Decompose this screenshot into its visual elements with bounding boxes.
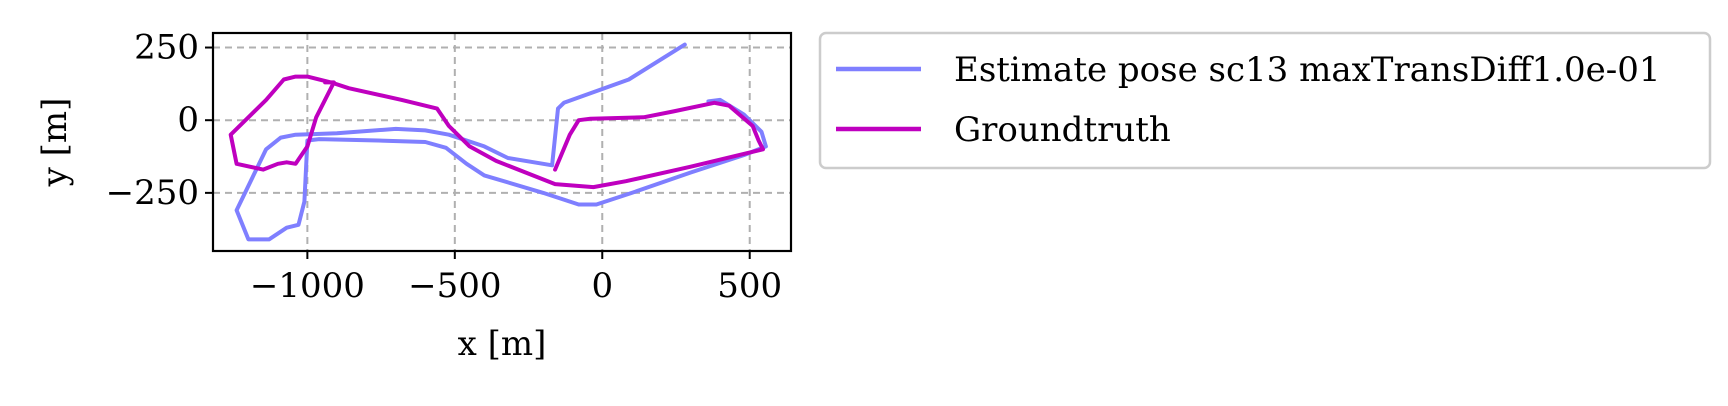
- legend-groundtruth-label: Groundtruth: [954, 110, 1171, 150]
- x-axis-label: x [m]: [458, 324, 547, 364]
- legend: Estimate pose sc13 maxTransDiff1.0e-01 Gr…: [818, 31, 1712, 170]
- estimate-pose-line: [234, 42, 768, 242]
- y-axis-label: y [m]: [35, 98, 75, 188]
- plot-frame: [211, 31, 793, 253]
- y-tick-label: 250: [134, 28, 199, 68]
- legend-estimate-label: Estimate pose sc13 maxTransDiff1.0e-01: [954, 50, 1661, 90]
- axis-ticks: −1000 −500 0 500 250 0 −250: [106, 28, 783, 306]
- x-tick-label: 0: [591, 266, 613, 306]
- groundtruth-line: [228, 74, 765, 190]
- y-tick-label: 0: [177, 100, 199, 140]
- x-tick-label: −1000: [250, 266, 365, 306]
- grid-lines: [213, 33, 791, 251]
- x-tick-label: 500: [717, 266, 782, 306]
- y-tick-label: −250: [106, 173, 199, 213]
- x-tick-label: −500: [408, 266, 501, 306]
- legend-box: [818, 31, 1712, 170]
- series-lines: [228, 42, 768, 242]
